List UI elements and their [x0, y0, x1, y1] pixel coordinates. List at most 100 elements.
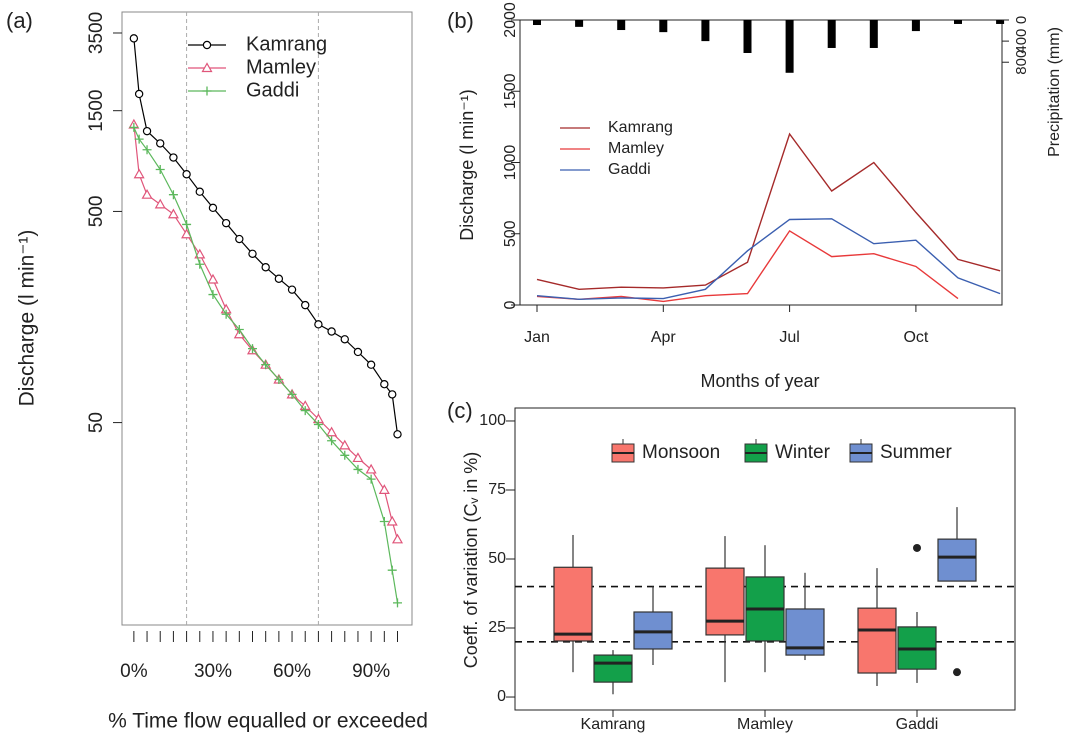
- y-tick-label: 500: [502, 220, 519, 247]
- legend-label: Summer: [880, 442, 952, 463]
- x-tick-label: Kamrang: [581, 716, 646, 733]
- point-marker: [167, 208, 179, 219]
- precipitation-bar: [575, 20, 584, 27]
- point-marker: [234, 324, 244, 334]
- plot-frame: [519, 19, 1003, 306]
- y-tick-label: 500: [86, 196, 107, 228]
- point-marker: [352, 452, 364, 463]
- point-marker: [195, 259, 205, 269]
- series-line: [536, 132, 1001, 291]
- y2-tick-label: 0: [1013, 16, 1030, 24]
- y-axis-title: Discharge (l min⁻¹): [457, 89, 477, 241]
- point-marker: [155, 164, 165, 174]
- precipitation-bar: [869, 20, 878, 48]
- x-tick-label: 90%: [352, 661, 390, 682]
- panel-label: (a): [6, 8, 33, 33]
- point-marker: [274, 274, 284, 283]
- point-marker: [378, 484, 390, 494]
- precipitation-bar: [785, 20, 794, 73]
- point-marker: [201, 62, 213, 73]
- point-marker: [195, 187, 204, 196]
- series-line: [536, 229, 959, 303]
- point-marker: [208, 290, 218, 300]
- point-marker: [169, 153, 178, 162]
- y-tick-label: 0: [497, 688, 506, 705]
- point-marker: [134, 134, 144, 144]
- x-tick-label: Jul: [779, 329, 799, 346]
- point-marker: [388, 390, 397, 399]
- point-marker: [313, 419, 323, 429]
- point-marker: [208, 203, 218, 213]
- y2-tick-label: 800: [1013, 50, 1030, 75]
- point-marker: [181, 228, 193, 239]
- x-tick-label: 60%: [273, 661, 311, 682]
- y-axis-title: Discharge (l min⁻¹): [16, 230, 39, 407]
- y-tick-label: 25: [488, 619, 506, 636]
- x-tick-label: Gaddi: [896, 716, 939, 733]
- point-marker: [182, 219, 192, 229]
- point-marker: [365, 463, 377, 474]
- point-marker: [261, 360, 271, 370]
- point-marker: [154, 198, 166, 209]
- point-marker: [221, 309, 231, 319]
- point-marker: [248, 344, 257, 354]
- point-marker: [326, 426, 338, 437]
- box: [937, 538, 977, 582]
- point-marker: [235, 234, 244, 244]
- legend-label: Mamley: [608, 140, 664, 157]
- y-tick-label: 1500: [86, 90, 107, 132]
- point-marker: [340, 450, 350, 460]
- point-marker: [300, 406, 310, 416]
- outlier: [953, 668, 961, 677]
- y-tick-label: 3500: [86, 12, 107, 54]
- point-marker: [314, 320, 323, 329]
- precipitation-bar: [533, 20, 541, 26]
- y-tick-label: 100: [479, 412, 506, 429]
- point-marker: [379, 517, 389, 527]
- panel-label: (b): [447, 8, 474, 33]
- point-marker: [168, 190, 178, 200]
- x-tick-label: Mamley: [737, 716, 793, 733]
- point-marker: [353, 464, 363, 474]
- point-marker: [393, 598, 402, 608]
- legend-label: Winter: [775, 442, 831, 463]
- point-marker: [142, 126, 152, 136]
- point-marker: [134, 89, 144, 99]
- point-marker: [207, 273, 219, 284]
- point-marker: [366, 360, 376, 369]
- point-marker: [142, 145, 152, 155]
- series-line: [133, 124, 399, 540]
- box: [857, 607, 897, 674]
- point-marker: [287, 285, 297, 294]
- y-tick-label: 75: [488, 481, 506, 498]
- box: [553, 566, 593, 642]
- box: [705, 567, 745, 636]
- point-marker: [327, 327, 336, 336]
- x-tick-label: Jan: [524, 329, 550, 346]
- point-marker: [129, 122, 139, 132]
- y2-tick-label: 400: [1013, 29, 1030, 54]
- panel-label: (c): [447, 398, 473, 423]
- point-marker: [391, 533, 404, 544]
- y-tick-label: 50: [488, 550, 506, 567]
- y-axis-title: Coeff. of variation (Cᵥ in %): [461, 452, 481, 669]
- point-marker: [274, 374, 284, 384]
- legend-label: Kamrang: [246, 33, 327, 55]
- point-marker: [261, 263, 270, 272]
- y-tick-label: 1000: [502, 145, 519, 181]
- precipitation-bar: [743, 20, 752, 53]
- precipitation-bar: [701, 20, 710, 42]
- legend-label: Monsoon: [642, 442, 720, 463]
- point-marker: [182, 170, 191, 179]
- point-marker: [156, 139, 165, 148]
- outlier: [913, 543, 921, 552]
- point-marker: [221, 218, 231, 228]
- point-marker: [387, 565, 397, 575]
- point-marker: [366, 474, 376, 484]
- legend-label: Mamley: [246, 56, 316, 78]
- x-axis-title: Months of year: [700, 371, 819, 391]
- y-tick-label: 1500: [502, 73, 519, 109]
- point-marker: [202, 40, 212, 50]
- point-marker: [301, 300, 310, 310]
